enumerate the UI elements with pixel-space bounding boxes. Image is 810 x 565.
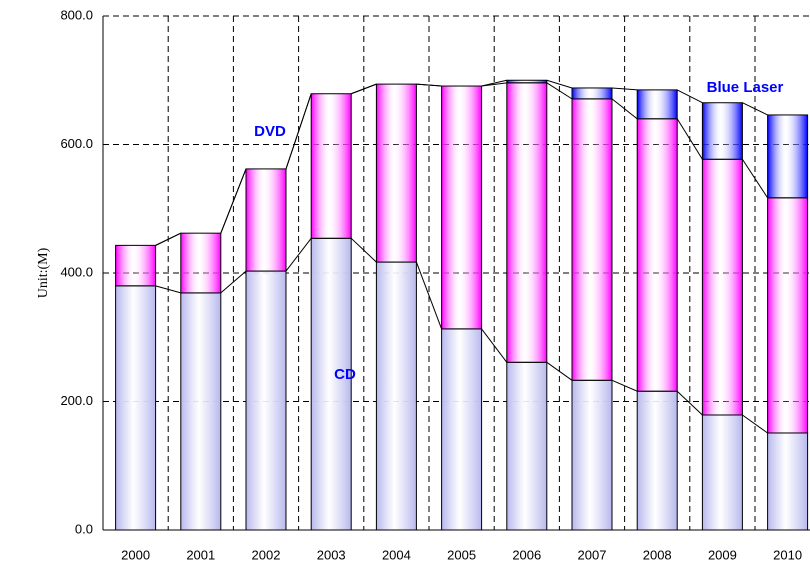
- connector-line: [611, 379, 638, 392]
- bar-segment: [115, 244, 157, 287]
- bar-segment: [310, 93, 352, 239]
- connector-line: [285, 93, 312, 170]
- y-tick-label: 200.0: [60, 393, 93, 408]
- series-label: DVD: [254, 123, 286, 140]
- connector-line: [220, 270, 247, 294]
- y-axis-label: Unit:(M): [36, 247, 51, 298]
- connector-line: [481, 328, 508, 363]
- connector-line: [676, 89, 703, 104]
- bar-segment: [636, 390, 678, 531]
- y-tick-label: 400.0: [60, 264, 93, 279]
- connector-line: [351, 83, 377, 95]
- connector-line: [481, 79, 507, 87]
- bar-segment: [701, 102, 743, 160]
- connector-line: [155, 285, 181, 294]
- x-tick-label: 2004: [382, 547, 411, 562]
- bar-segment: [506, 82, 548, 363]
- connector-line: [220, 168, 247, 234]
- bar-segment: [701, 158, 743, 416]
- bar-segment: [506, 361, 548, 531]
- bar-segment: [375, 83, 417, 263]
- connector-line: [741, 159, 769, 199]
- series-label: CD: [334, 366, 356, 383]
- connector-line: [350, 237, 377, 263]
- x-tick-label: 2001: [186, 547, 215, 562]
- series-label: Blue Laser: [707, 79, 784, 96]
- connector-line: [415, 261, 443, 330]
- bar-segment: [180, 232, 222, 294]
- y-tick-label: 0.0: [75, 521, 93, 536]
- x-tick-label: 2007: [578, 547, 607, 562]
- connector-line: [155, 232, 182, 246]
- bar-segment: [115, 285, 157, 531]
- connector-line: [285, 238, 312, 272]
- connector-line: [676, 390, 703, 416]
- bar-segment: [571, 87, 613, 100]
- x-tick-label: 2009: [708, 547, 737, 562]
- bar-segment: [767, 432, 809, 531]
- x-tick-label: 2008: [643, 547, 672, 562]
- connector-line: [742, 414, 768, 434]
- bar-segment: [701, 414, 743, 531]
- bar-segment: [441, 85, 483, 330]
- bar-segment: [245, 270, 287, 531]
- bar-segment: [245, 168, 287, 272]
- bar-segment: [375, 261, 417, 531]
- bar-segment: [571, 98, 613, 381]
- y-tick-label: 800.0: [60, 7, 93, 22]
- bar-segment: [571, 379, 613, 531]
- bar-segment: [310, 237, 352, 531]
- x-tick-label: 2005: [447, 547, 476, 562]
- connector-line: [546, 79, 573, 89]
- bar-segment: [441, 328, 483, 531]
- x-tick-label: 2010: [773, 547, 802, 562]
- connector-line: [611, 87, 638, 91]
- bar-segment: [636, 89, 678, 120]
- x-tick-label: 2000: [121, 547, 150, 562]
- bar-segment: [636, 118, 678, 392]
- connector-line: [611, 98, 638, 120]
- bar-segment: [767, 114, 809, 199]
- bar-segment: [506, 79, 548, 84]
- x-tick-label: 2003: [317, 547, 346, 562]
- bar-segment: [767, 197, 809, 434]
- connector-line: [416, 83, 442, 87]
- connector-line: [546, 82, 573, 100]
- y-tick-label: 600.0: [60, 136, 93, 151]
- connector-line: [742, 102, 768, 116]
- connector-line: [676, 118, 703, 160]
- connector-line: [546, 361, 573, 381]
- x-tick-label: 2006: [512, 547, 541, 562]
- bar-segment: [180, 292, 222, 531]
- x-tick-label: 2002: [252, 547, 281, 562]
